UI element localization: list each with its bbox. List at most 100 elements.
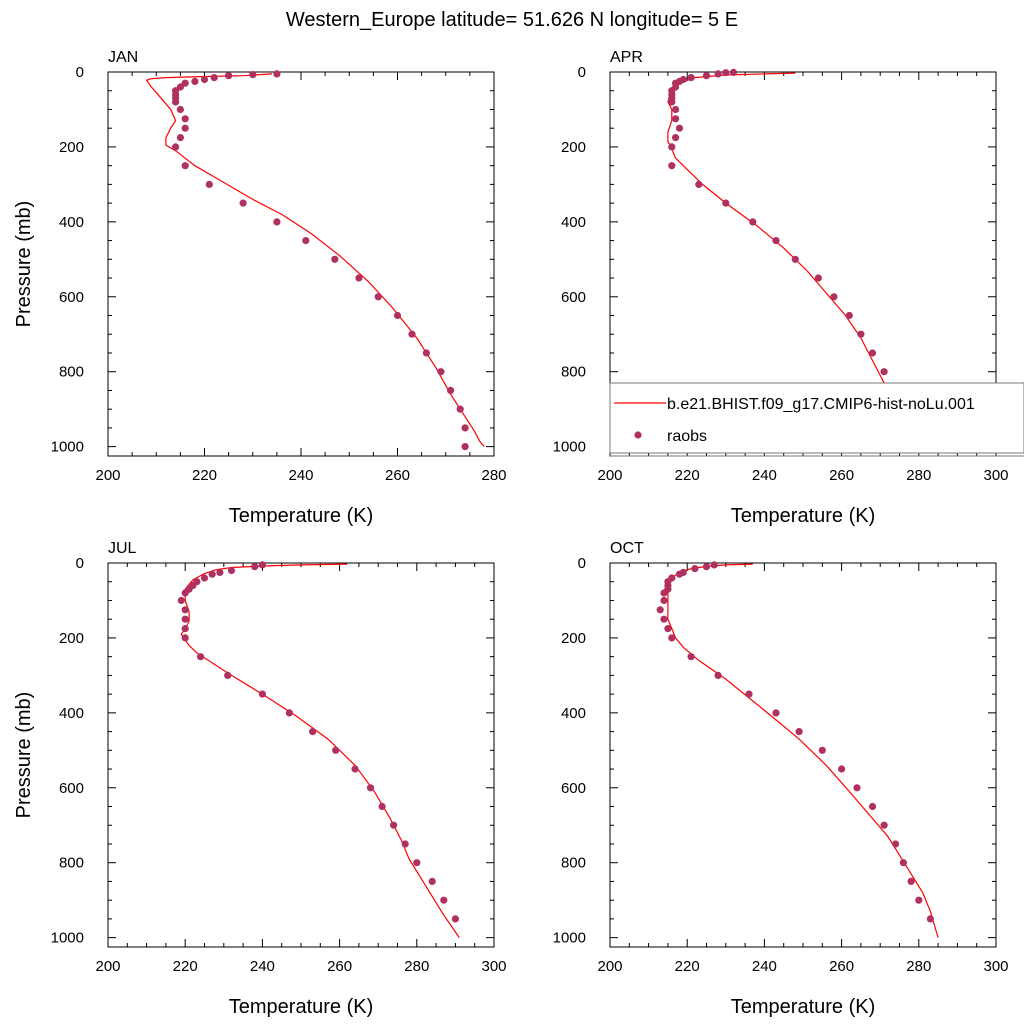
raobs-point-apr	[672, 115, 680, 123]
raobs-point-oct	[745, 690, 753, 698]
raobs-point-jul	[428, 877, 436, 886]
x-tick-label-oct-200: 200	[597, 958, 622, 975]
raobs-point-jul	[227, 566, 236, 575]
raobs-point-oct	[838, 765, 846, 773]
raobs-point-oct	[664, 625, 672, 633]
raobs-point-jan	[181, 162, 189, 170]
x-axis-label-apr: Temperature (K)	[731, 505, 876, 527]
raobs-point-jan	[225, 72, 233, 80]
raobs-point-apr	[845, 311, 853, 320]
raobs-point-jan	[181, 115, 189, 123]
raobs-point-jan	[210, 74, 218, 82]
raobs-point-jan	[181, 124, 189, 132]
raobs-point-apr	[668, 143, 676, 151]
panel-title-apr: APR	[610, 49, 643, 66]
raobs-point-jan	[374, 293, 382, 301]
x-tick-label-jul-240: 240	[250, 958, 275, 975]
raobs-point-apr	[722, 199, 730, 207]
raobs-point-jul	[285, 709, 293, 717]
raobs-point-apr	[675, 124, 684, 132]
raobs-point-apr	[729, 68, 738, 76]
raobs-point-jul	[332, 746, 340, 754]
raobs-point-oct	[853, 784, 861, 792]
raobs-point-oct	[818, 746, 826, 754]
y-tick-label-jan-0: 0	[76, 64, 84, 81]
x-tick-label-apr-280: 280	[906, 467, 931, 484]
y-axis-label-jul: Pressure (mb)	[13, 692, 35, 819]
panel-jan: 200 220 240 260 280 0 200 400 600 800 1000 JAN Tempe…	[13, 49, 507, 527]
x-tick-label-jan-200: 200	[95, 467, 120, 484]
plot-frame-jul	[107, 562, 495, 948]
raobs-point-jan	[172, 98, 180, 106]
y-tick-label-jul-400: 400	[59, 705, 84, 722]
y-tick-label-jan-600: 600	[59, 289, 84, 306]
raobs-point-apr	[702, 72, 711, 80]
y-tick-label-jul-200: 200	[59, 630, 84, 647]
y-tick-label-jul-0: 0	[76, 555, 84, 572]
raobs-point-oct	[795, 728, 803, 736]
x-tick-label-jan-220: 220	[192, 467, 217, 484]
x-tick-label-oct-220: 220	[675, 958, 700, 975]
y-tick-label-jul-600: 600	[59, 780, 84, 797]
raobs-point-jul	[401, 840, 409, 848]
x-tick-label-apr-200: 200	[597, 467, 622, 484]
raobs-point-oct	[915, 896, 923, 904]
raobs-point-jul	[351, 765, 359, 773]
raobs-point-jan	[302, 237, 310, 245]
x-tick-label-apr-260: 260	[829, 467, 854, 484]
x-axis-label-oct: Temperature (K)	[731, 996, 876, 1018]
x-tick-label-jul-260: 260	[327, 958, 352, 975]
model-line-jan	[145, 73, 485, 447]
raobs-point-jul	[181, 625, 189, 633]
y-tick-label-apr-800: 800	[561, 364, 586, 381]
raobs-point-jan	[273, 218, 281, 226]
raobs-point-oct	[710, 561, 718, 569]
x-tick-label-oct-240: 240	[752, 958, 777, 975]
raobs-point-jul	[451, 915, 459, 923]
raobs-point-apr	[830, 293, 838, 301]
y-tick-label-oct-400: 400	[561, 705, 586, 722]
raobs-point-apr	[791, 255, 799, 263]
x-tick-label-oct-280: 280	[906, 958, 931, 975]
y-tick-label-apr-200: 200	[561, 139, 586, 156]
x-tick-label-jan-240: 240	[288, 467, 313, 484]
x-tick-label-jul-280: 280	[404, 958, 429, 975]
raobs-point-apr	[749, 218, 757, 226]
raobs-point-jan	[355, 274, 363, 282]
raobs-point-oct	[880, 821, 888, 829]
x-axis-label-jan: Temperature (K)	[229, 505, 374, 527]
legend: b.e21.BHIST.f09_g17.CMIP6-hist-noLu.001r…	[609, 382, 1024, 457]
y-tick-label-jan-400: 400	[59, 214, 84, 231]
raobs-point-oct	[660, 615, 668, 623]
y-tick-label-oct-800: 800	[561, 855, 586, 872]
raobs-point-jan	[172, 143, 180, 151]
panel-title-jan: JAN	[108, 49, 138, 66]
panel-title-oct: OCT	[610, 540, 644, 557]
raobs-point-jul	[181, 634, 189, 642]
raobs-point-apr	[695, 180, 703, 188]
raobs-point-jan	[205, 180, 213, 188]
raobs-point-jan	[176, 105, 184, 114]
raobs-point-apr	[772, 237, 780, 245]
raobs-point-apr	[672, 134, 680, 142]
y-tick-label-apr-1000: 1000	[553, 439, 586, 456]
raobs-point-apr	[714, 70, 722, 78]
x-tick-label-jul-200: 200	[95, 958, 120, 975]
x-tick-label-oct-260: 260	[829, 958, 854, 975]
legend-model-label: b.e21.BHIST.f09_g17.CMIP6-hist-noLu.001	[667, 396, 975, 413]
figure-title: Western_Europe latitude= 51.626 N longit…	[286, 9, 738, 31]
x-tick-label-jul-300: 300	[481, 958, 506, 975]
raobs-point-jan	[249, 71, 257, 79]
raobs-point-apr	[672, 105, 680, 114]
legend-box	[609, 382, 1024, 454]
y-tick-label-jan-800: 800	[59, 364, 84, 381]
y-tick-label-oct-200: 200	[561, 630, 586, 647]
raobs-point-apr	[687, 74, 695, 82]
raobs-point-oct	[892, 840, 900, 848]
raobs-point-oct	[868, 802, 877, 811]
plot-frame-jan	[107, 71, 495, 457]
raobs-point-jan	[176, 134, 184, 142]
x-tick-label-oct-300: 300	[983, 958, 1008, 975]
y-tick-label-jul-1000: 1000	[51, 930, 84, 947]
